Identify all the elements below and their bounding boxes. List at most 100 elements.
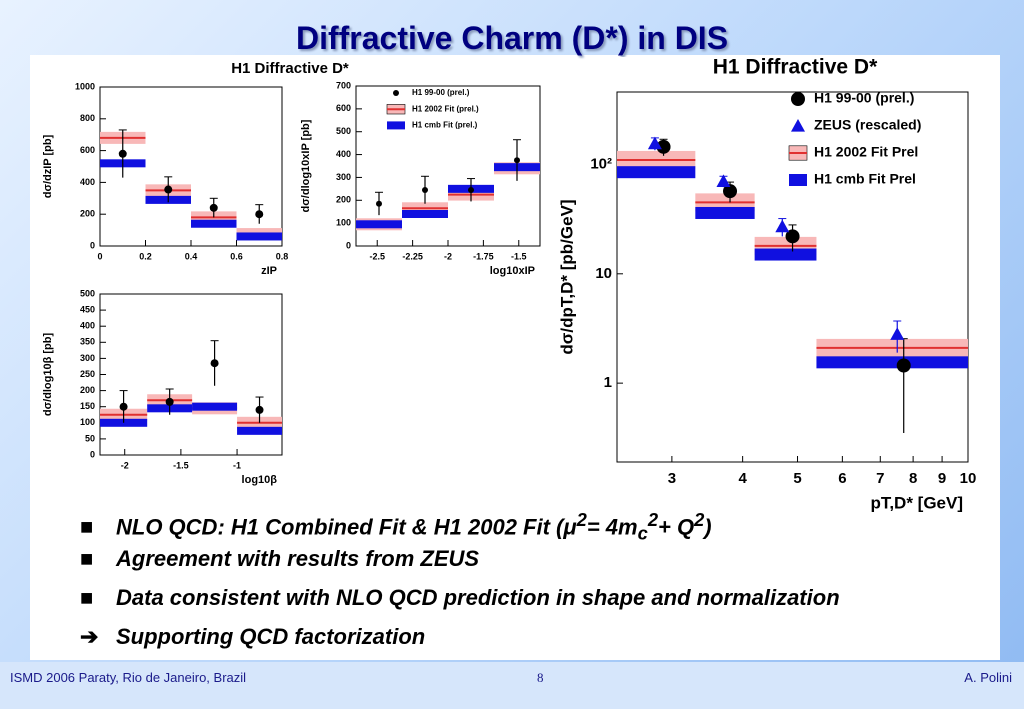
x-tick-label: 7 bbox=[876, 470, 884, 487]
fit-bar bbox=[695, 206, 755, 219]
legend-label: H1 99-00 (prel.) bbox=[412, 88, 470, 97]
x-tick-label: 10 bbox=[960, 470, 977, 487]
y-tick-label: 200 bbox=[80, 209, 95, 219]
y-tick-label: 50 bbox=[85, 433, 95, 443]
legend-marker bbox=[393, 90, 399, 96]
y-tick-label: 700 bbox=[336, 80, 351, 90]
x-axis-label: pT,D* [GeV] bbox=[870, 493, 963, 512]
data-point bbox=[775, 219, 790, 233]
legend-marker bbox=[791, 92, 805, 106]
x-axis-label: log10xIP bbox=[490, 265, 535, 277]
y-tick-label: 300 bbox=[80, 353, 95, 363]
y-tick-label: 200 bbox=[80, 385, 95, 395]
bullet: ■ Agreement with results from ZEUS bbox=[80, 546, 480, 571]
legend-label: H1 2002 Fit Prel bbox=[814, 144, 918, 160]
x-tick-label: -2 bbox=[444, 251, 452, 261]
text: Data consistent with NLO QCD prediction … bbox=[116, 585, 840, 610]
text: Agreement with results from ZEUS bbox=[116, 546, 480, 571]
x-tick-label: 0.2 bbox=[139, 251, 152, 261]
data-point bbox=[785, 229, 800, 244]
data-point bbox=[165, 397, 174, 406]
chart-title: H1 Diffractive D* bbox=[231, 60, 349, 77]
chart-title: H1 Diffractive D* bbox=[713, 56, 878, 79]
sup: 2 bbox=[576, 509, 587, 530]
y-axis-label: dσ/dpT,D* [pb/GeV] bbox=[557, 199, 576, 354]
y-tick-label: 200 bbox=[336, 195, 351, 205]
data-point bbox=[896, 358, 911, 373]
data-point bbox=[716, 174, 731, 188]
y-tick-label: 150 bbox=[80, 401, 95, 411]
fit-bar bbox=[816, 356, 968, 369]
legend-label: H1 cmb Fit (prel.) bbox=[412, 121, 478, 130]
y-tick-label: 0 bbox=[90, 449, 95, 459]
y-tick-label: 10 bbox=[595, 265, 612, 282]
x-tick-label: -1.75 bbox=[473, 251, 494, 261]
y-tick-label: 500 bbox=[336, 126, 351, 136]
data-point bbox=[376, 200, 382, 207]
plot-background bbox=[590, 57, 1000, 497]
x-axis-label: zIP bbox=[261, 265, 277, 277]
y-tick-label: 0 bbox=[346, 240, 351, 250]
y-tick-label: 0 bbox=[90, 240, 95, 250]
y-tick-label: 100 bbox=[336, 218, 351, 228]
data-point bbox=[210, 359, 219, 368]
x-tick-label: -1 bbox=[233, 460, 241, 470]
sup: 2 bbox=[647, 509, 659, 530]
x-tick-label: 0.6 bbox=[230, 251, 243, 261]
bullet: ■ Data consistent with NLO QCD prediction… bbox=[80, 585, 840, 610]
legend-marker bbox=[791, 119, 805, 132]
x-axis-label: log10β bbox=[242, 474, 278, 486]
x-tick-label: 9 bbox=[938, 470, 946, 487]
legend-label: ZEUS (rescaled) bbox=[814, 117, 921, 133]
x-tick-label: 4 bbox=[738, 470, 747, 487]
data-point bbox=[723, 184, 738, 199]
y-tick-label: 250 bbox=[80, 369, 95, 379]
y-tick-label: 800 bbox=[80, 113, 95, 123]
legend-label: H1 2002 Fit (prel.) bbox=[412, 104, 479, 113]
y-axis-label: dσ/dzIP [pb] bbox=[42, 134, 54, 198]
data-point bbox=[422, 187, 428, 193]
x-tick-label: 5 bbox=[793, 470, 801, 487]
x-tick-label: -2 bbox=[121, 460, 129, 470]
sub: c bbox=[637, 522, 648, 544]
fit-bar bbox=[402, 210, 448, 218]
fit-bar bbox=[192, 402, 238, 411]
data-point bbox=[255, 405, 264, 414]
data-point bbox=[468, 187, 474, 193]
slide-title: Diffractive Charm (D*) in DIS bbox=[295, 20, 729, 56]
y-tick-label: 450 bbox=[80, 304, 95, 314]
fit-bar bbox=[237, 426, 282, 435]
y-tick-label: 10² bbox=[590, 155, 612, 172]
y-tick-label: 350 bbox=[80, 337, 95, 347]
plot-frame bbox=[616, 91, 969, 463]
y-tick-label: 600 bbox=[80, 145, 95, 155]
footer-left: ISMD 2006 Paraty, Rio de Janeiro, Brazil bbox=[10, 670, 247, 685]
text: Supporting QCD factorization bbox=[116, 624, 426, 649]
x-tick-label: 6 bbox=[838, 470, 846, 487]
text: + Q bbox=[658, 514, 695, 540]
legend-label: H1 cmb Fit Prel bbox=[814, 171, 916, 187]
footer: ISMD 2006 Paraty, Rio de Janeiro, Brazil… bbox=[0, 662, 1024, 709]
data-point bbox=[119, 402, 128, 411]
y-tick-label: 300 bbox=[336, 172, 351, 182]
fit-bar bbox=[191, 219, 237, 228]
y-axis-label: dσ/dlog10β [pb] bbox=[42, 333, 54, 417]
fit-bar bbox=[617, 166, 696, 179]
text: ) bbox=[704, 514, 712, 540]
legend-label: H1 99-00 (prel.) bbox=[814, 90, 914, 106]
y-tick-label: 500 bbox=[80, 288, 95, 298]
data-point bbox=[209, 203, 218, 212]
text: NLO QCD: H1 Combined Fit & H1 2002 Fit (… bbox=[116, 514, 577, 540]
data-point bbox=[656, 139, 671, 154]
x-tick-label: -1.5 bbox=[173, 460, 189, 470]
data-point bbox=[514, 157, 520, 164]
y-tick-label: 600 bbox=[336, 103, 351, 113]
x-tick-label: -1.5 bbox=[511, 251, 527, 261]
x-tick-label: -2.25 bbox=[402, 251, 423, 261]
x-tick-label: 0.8 bbox=[276, 251, 289, 261]
bullet: ■ NLO QCD: H1 Combined Fit & H1 2002 Fit … bbox=[80, 509, 712, 544]
footer-right: A. Polini bbox=[964, 670, 1012, 685]
x-tick-label: 0 bbox=[97, 251, 102, 261]
